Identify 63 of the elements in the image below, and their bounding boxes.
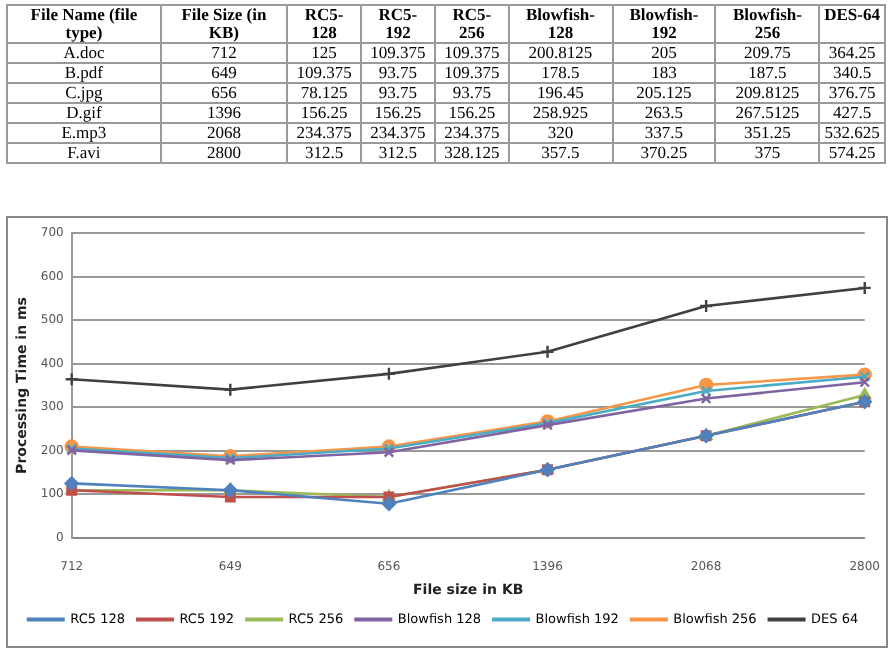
text: Blowfish-192 [612, 4, 716, 43]
text: RC5-256 [434, 4, 509, 43]
data-label: 370.25 [612, 142, 716, 163]
data-label: 712 [160, 42, 288, 63]
category-label: B.pdf [7, 62, 161, 83]
data-label: 649 [160, 62, 288, 83]
data-label: 183 [612, 62, 716, 83]
data-label: 1396 [160, 102, 288, 123]
data-label: 109.375 [360, 42, 435, 63]
data-label: 205.125 [612, 82, 716, 103]
data-label: 375 [715, 142, 820, 163]
data-label: 357.5 [508, 142, 613, 163]
data-label: 574.25 [819, 142, 885, 163]
text: DES-64 [819, 4, 885, 43]
data-label: 187.5 [715, 62, 820, 83]
data-label: 532.625 [819, 122, 885, 143]
data-label: 376.75 [819, 82, 885, 103]
data-label: 312.5 [287, 142, 361, 163]
legend-label: File Size (in KB) [160, 4, 288, 43]
data-label: 109.375 [434, 62, 509, 83]
data-label: 109.375 [434, 42, 509, 63]
data-label: 2068 [160, 122, 288, 143]
data-label: 205 [612, 42, 716, 63]
data-label: 351.25 [715, 122, 820, 143]
data-label: 340.5 [819, 62, 885, 83]
data-label: 312.5 [360, 142, 435, 163]
data-label: 258.925 [508, 102, 613, 123]
category-label: C.jpg [7, 82, 161, 103]
legend-label: Blowfish-256 [715, 4, 820, 43]
data-label: 78.125 [287, 82, 361, 103]
category-label: E.mp3 [7, 122, 161, 143]
data-label: 267.5125 [715, 102, 820, 123]
data-label: 156.25 [287, 102, 361, 123]
data-label: 2800 [160, 142, 288, 163]
data-label: 656 [160, 82, 288, 103]
category-label: A.doc [7, 42, 161, 63]
data-label: 328.125 [434, 142, 509, 163]
data-label: 234.375 [287, 122, 361, 143]
data-label: 93.75 [360, 62, 435, 83]
data-label: 93.75 [360, 82, 435, 103]
data-label: 234.375 [434, 122, 509, 143]
data-label: 263.5 [612, 102, 716, 123]
legend-label: RC5-128 [287, 4, 361, 43]
data-label: 234.375 [360, 122, 435, 143]
data-label: 196.45 [508, 82, 613, 103]
data-label: 109.375 [287, 62, 361, 83]
data-label: 427.5 [819, 102, 885, 123]
data-label: 364.25 [819, 42, 885, 63]
category-label: F.avi [7, 142, 161, 163]
legend-label: RC5-192 [360, 4, 435, 43]
text: Blowfish-128 [508, 4, 613, 43]
data-label: 93.75 [434, 82, 509, 103]
data-label: 156.25 [360, 102, 435, 123]
category-label: D.gif [7, 102, 161, 123]
text: File Name (file type) [7, 4, 161, 43]
data-label: 337.5 [612, 122, 716, 143]
data-label: 320 [508, 122, 613, 143]
data-label: 209.75 [715, 42, 820, 63]
data-label: 200.8125 [508, 42, 613, 63]
data-label: 156.25 [434, 102, 509, 123]
data-label: 125 [287, 42, 361, 63]
data-label: 178.5 [508, 62, 613, 83]
data-label: 209.8125 [715, 82, 820, 103]
